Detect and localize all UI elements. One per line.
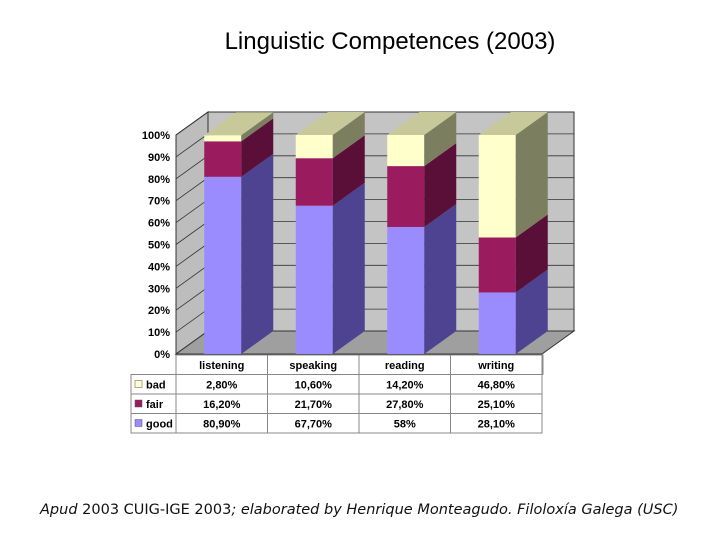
y-tick-label: 30% (148, 283, 170, 295)
bar-side (241, 112, 274, 142)
bar-front (478, 135, 516, 238)
data-label-good-writing: 28,10% (478, 419, 516, 431)
y-tick-label: 0% (154, 349, 170, 361)
bars (204, 112, 548, 354)
y-tick-label: 70% (148, 196, 170, 208)
bar-side (332, 112, 365, 159)
data-table: listening speaking reading writing bad 2,80% 1… (130, 354, 544, 434)
data-label-good-reading: 58% (394, 419, 416, 431)
legend-swatch-bad (134, 380, 143, 388)
bar-top (204, 112, 274, 136)
data-label-bad-reading: 14,20% (386, 380, 424, 392)
bar-front (478, 237, 516, 293)
data-label-good-listening: 80,90% (203, 419, 241, 431)
bar-front (204, 141, 242, 177)
bar-top (478, 112, 548, 135)
bar-side (515, 214, 548, 293)
bar-side (515, 112, 548, 238)
bar-side (241, 153, 274, 354)
bar-segment-bad-writing (478, 112, 548, 238)
bar-front (478, 292, 516, 354)
bar-front (387, 135, 425, 167)
data-label-fair-reading: 27,80% (386, 399, 424, 411)
bar-segment-good-reading (387, 203, 457, 354)
x-category-label: writing (477, 360, 514, 372)
legend-swatch-good (134, 419, 143, 427)
bar-segment-bad-reading (387, 112, 457, 167)
legend-label-fair: fair (146, 399, 164, 411)
data-label-fair-writing: 25,10% (478, 399, 516, 411)
y-tick-label: 60% (148, 218, 170, 230)
caption-source: 2003 CUIG-IGE 2003 (77, 502, 232, 518)
y-tick-label: 40% (148, 261, 170, 273)
bar-top (295, 112, 365, 135)
data-label-bad-listening: 2,80% (206, 380, 237, 392)
stacked-bar-chart: 0% 10% 20% 30% 40% 50% 60% 70% 80% 90% 100% listen… (130, 111, 576, 434)
caption-apud: Apud (40, 502, 78, 518)
bar-side (332, 182, 365, 354)
data-label-fair-speaking: 21,70% (295, 399, 333, 411)
bar-front (295, 135, 333, 159)
caption-credit: ; elaborated by Henrique Monteagudo. Fil… (231, 502, 679, 518)
bar-side (424, 112, 457, 167)
bar-side (515, 269, 548, 354)
data-label-good-speaking: 67,70% (295, 419, 333, 431)
x-category-label: reading (385, 360, 425, 372)
legend-label-bad: bad (146, 380, 166, 392)
legend-label-good: good (146, 419, 173, 431)
legend-swatch-fair (134, 399, 143, 408)
data-label-bad-speaking: 10,60% (295, 380, 333, 392)
bar-segment-fair-listening (204, 118, 274, 177)
x-category-label: listening (199, 360, 244, 372)
bar-side (332, 135, 365, 206)
y-tick-label: 90% (148, 152, 170, 164)
data-label-bad-writing: 46,80% (478, 380, 516, 392)
y-tick-label: 20% (148, 305, 170, 317)
data-label-fair-listening: 16,20% (203, 399, 241, 411)
bar-side (424, 203, 457, 354)
bar-front (204, 135, 242, 142)
bar-front (295, 205, 333, 354)
bar-segment-good-writing (478, 269, 548, 354)
bar-side (424, 143, 457, 227)
source-caption: Apud 2003 CUIG-IGE 2003; elaborated by H… (40, 502, 700, 518)
bar-segment-good-listening (204, 153, 274, 354)
bar-segment-good-speaking (295, 182, 365, 354)
y-axis: 0% 10% 20% 30% 40% 50% 60% 70% 80% 90% 100% (142, 130, 170, 361)
x-category-label: speaking (289, 360, 337, 372)
bar-segment-bad-speaking (295, 112, 365, 159)
chart-title: Linguistic Competences (2003) (224, 28, 556, 55)
bar-side (241, 118, 274, 177)
bar-front (387, 226, 425, 354)
bar-segment-fair-writing (478, 214, 548, 293)
bar-segment-fair-speaking (295, 135, 365, 206)
table-cell (450, 413, 543, 434)
bar-front (204, 176, 242, 354)
bar-front (295, 158, 333, 206)
y-tick-label: 100% (142, 130, 170, 142)
bar-front (387, 166, 425, 227)
bar-top (387, 112, 457, 135)
bar-segment-bad-listening (204, 112, 274, 142)
y-tick-label: 80% (148, 174, 170, 186)
y-tick-label: 50% (148, 240, 170, 252)
y-tick-label: 10% (148, 327, 170, 339)
bar-segment-fair-reading (387, 143, 457, 227)
